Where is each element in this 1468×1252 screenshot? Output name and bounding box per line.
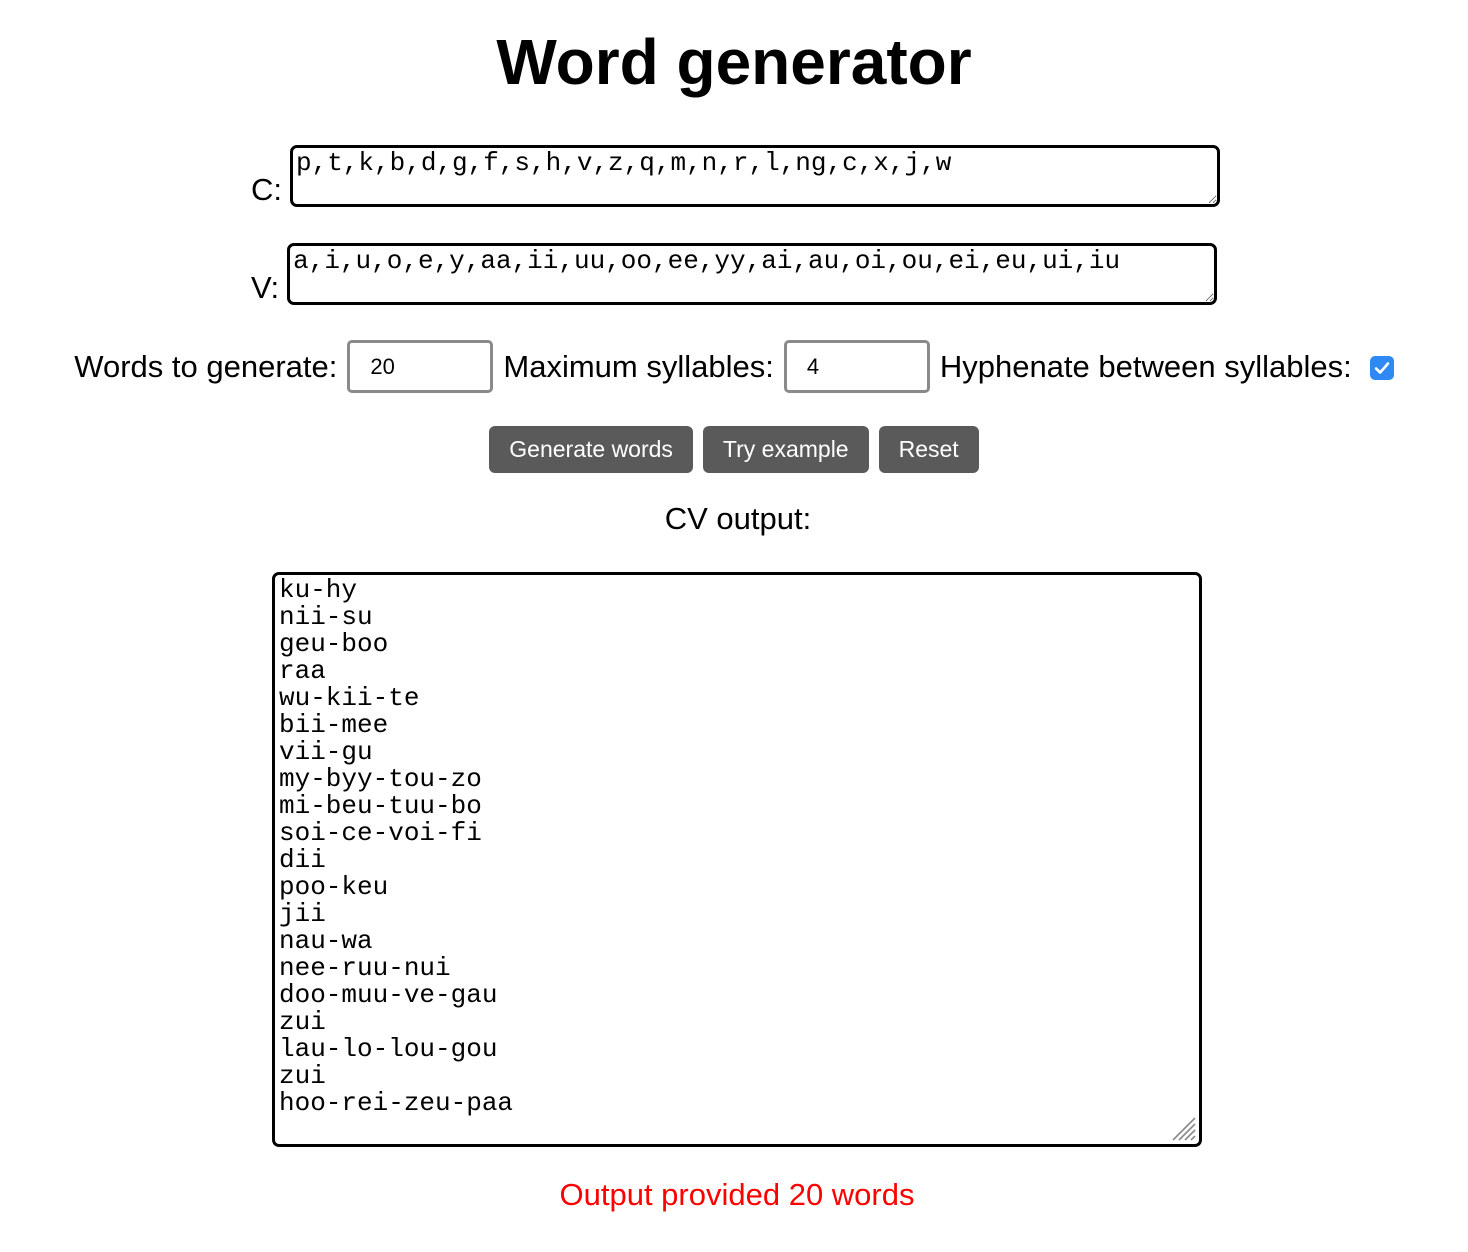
checkmark-icon [1374, 361, 1390, 374]
output-word: ku-hy [279, 575, 358, 605]
output-word: mi-beu-tuu-bo [279, 791, 482, 821]
consonants-row: C: p,t,k,b,d,g,f,s,h,v,z,q,m,n,r,l,ng,c,… [251, 145, 1220, 207]
hyphenate-label: Hyphenate between syllables: [939, 348, 1352, 384]
output-word: soi-ce-voi-fi [279, 818, 482, 848]
output-word: nee-ruu-nui [279, 953, 451, 983]
reset-button[interactable]: Reset [878, 426, 979, 473]
output-word: wu-kii-te [279, 683, 420, 713]
hyphenate-checkbox[interactable] [1369, 355, 1394, 380]
page-title: Word generator [496, 26, 972, 98]
consonants-label: C: [251, 172, 282, 207]
options-row: Words to generate: Maximum syllables: Hy… [0, 340, 1468, 393]
output-word: zui [279, 1007, 326, 1037]
output-label: CV output: [664, 501, 812, 536]
output-word: my-byy-tou-zo [279, 764, 482, 794]
output-word: poo-keu [279, 872, 389, 902]
output-word-list: ku-hy nii-su geu-boo raa wu-kii-te bii-mee vii… [279, 577, 1195, 1117]
consonants-input[interactable]: p,t,k,b,d,g,f,s,h,v,z,q,m,n,r,l,ng,c,x,j… [290, 145, 1220, 207]
output-word: doo-muu-ve-gau [279, 980, 498, 1010]
output-word: nii-su [279, 602, 373, 632]
generate-words-button[interactable]: Generate words [489, 426, 693, 473]
buttons-row: Generate words Try example Reset [0, 426, 1468, 473]
status-message: Output provided 20 words [559, 1177, 915, 1212]
max-syllables-label: Maximum syllables: [503, 348, 774, 384]
vowels-row: V: a,i,u,o,e,y,aa,ii,uu,oo,ee,yy,ai,au,o… [251, 243, 1218, 305]
output-word: zui [279, 1061, 326, 1091]
try-example-button[interactable]: Try example [702, 426, 869, 473]
resize-grip-icon[interactable] [1170, 1115, 1196, 1141]
output-word: bii-mee [279, 710, 389, 740]
words-to-generate-input[interactable] [347, 340, 494, 393]
output-word: dii [279, 845, 326, 875]
max-syllables-input[interactable] [783, 340, 930, 393]
vowels-label: V: [251, 270, 280, 305]
vowels-input[interactable]: a,i,u,o,e,y,aa,ii,uu,oo,ee,yy,ai,au,oi,o… [287, 243, 1218, 305]
words-to-generate-label: Words to generate: [74, 348, 338, 384]
output-word: geu-boo [279, 629, 389, 659]
output-word: lau-lo-lou-gou [279, 1034, 498, 1064]
output-word: jii [279, 899, 326, 929]
output-textarea[interactable]: ku-hy nii-su geu-boo raa wu-kii-te bii-mee vii… [272, 572, 1202, 1147]
output-word: raa [279, 656, 326, 686]
output-word: nau-wa [279, 926, 373, 956]
output-word: vii-gu [279, 737, 373, 767]
output-word: hoo-rei-zeu-paa [279, 1088, 514, 1118]
